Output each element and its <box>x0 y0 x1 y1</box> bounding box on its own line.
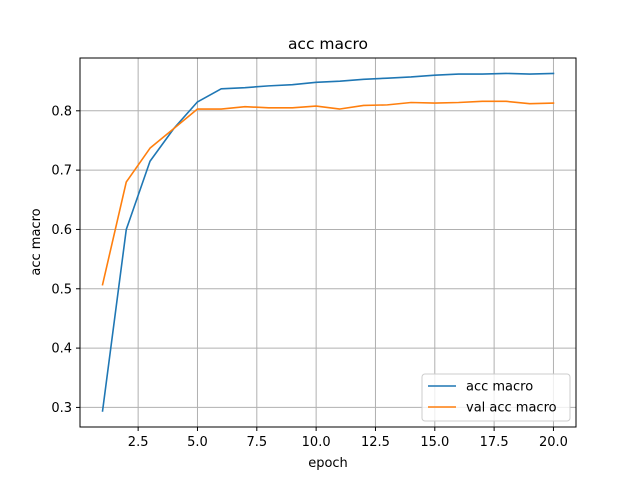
y-tick-label: 0.7 <box>51 164 72 179</box>
y-tick-label: 0.8 <box>51 104 72 119</box>
x-tick-label: 15.0 <box>420 435 449 450</box>
legend: acc macro val acc macro <box>421 373 571 422</box>
y-tick-label: 0.4 <box>51 342 72 357</box>
y-axis: 0.3 0.4 0.5 0.6 0.7 0.8 <box>51 104 80 416</box>
grid <box>80 58 576 427</box>
legend-label-val-acc-macro: val acc macro <box>466 401 557 416</box>
legend-box <box>421 373 571 422</box>
plot-frame <box>79 57 577 428</box>
x-tick-label: 12.5 <box>361 435 390 450</box>
legend-label-acc-macro: acc macro <box>466 380 533 395</box>
series-group <box>101 72 555 412</box>
y-tick-label: 0.6 <box>51 223 72 238</box>
x-tick-label: 17.5 <box>480 435 509 450</box>
x-axis-title: epoch <box>308 456 348 471</box>
plot-area <box>80 58 576 427</box>
y-tick-label: 0.3 <box>51 401 72 416</box>
x-tick-label: 7.5 <box>246 435 267 450</box>
chart-title: acc macro <box>288 35 368 53</box>
y-tick-label: 0.5 <box>51 282 72 297</box>
y-axis-title: acc macro <box>29 208 44 275</box>
x-tick-label: 20.0 <box>539 435 568 450</box>
x-tick-label: 2.5 <box>128 435 149 450</box>
x-axis: 2.5 5.0 7.5 10.0 12.5 15.0 17.5 20.0 <box>128 427 568 450</box>
x-tick-label: 10.0 <box>302 435 331 450</box>
series-line-acc-macro <box>101 72 555 412</box>
series-line-val-acc-macro <box>101 100 555 286</box>
x-tick-label: 5.0 <box>187 435 208 450</box>
